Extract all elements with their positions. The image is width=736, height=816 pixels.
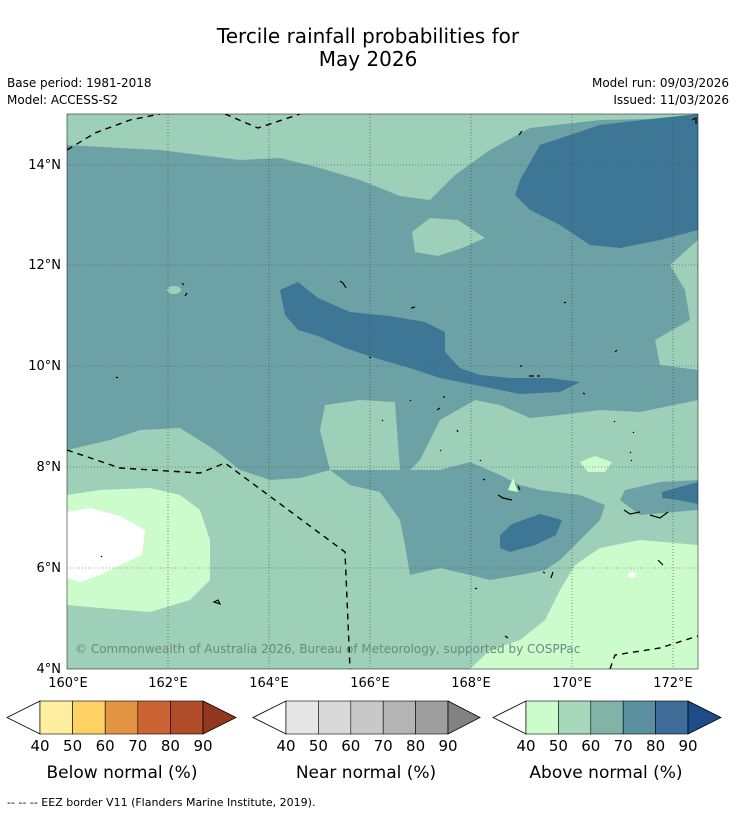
colorbar-segment	[622, 700, 656, 735]
region-near-40-50-west	[67, 508, 145, 582]
colorbar-segment	[382, 700, 416, 735]
lon-label: 170°E	[552, 676, 592, 691]
colorbar-segment	[39, 700, 73, 735]
region-above-50-60-east	[655, 240, 698, 370]
colorbar-tick-label: 90	[678, 737, 697, 755]
lat-label: 10°N	[28, 359, 61, 374]
colorbar-segment	[525, 700, 559, 735]
colorbar-tick-label: 70	[128, 737, 147, 755]
eez-footnote: -- -- -- EEZ border V11 (Flanders Marine…	[7, 796, 316, 809]
colorbar-over-triangle	[202, 700, 237, 735]
colorbar-under-triangle	[6, 700, 41, 735]
eez-border	[67, 114, 698, 669]
colorbar-segment	[72, 700, 106, 735]
colorbar-tick-label: 90	[193, 737, 212, 755]
colorbar-segment	[285, 700, 319, 735]
colorbar-under-triangle	[252, 700, 287, 735]
colorbar-tick-label: 60	[341, 737, 360, 755]
model-name: Model: ACCESS-S2	[7, 93, 119, 107]
colorbar-tick-label: 80	[161, 737, 180, 755]
colorbar-segment	[137, 700, 171, 735]
region-above-70-80-south	[500, 514, 562, 552]
probability-field	[67, 114, 698, 669]
map-frame	[66, 113, 699, 670]
colorbar-segment	[590, 700, 624, 735]
map-title-line2: May 2026	[318, 47, 418, 71]
lon-label: 162°E	[148, 676, 188, 691]
lon-label: 166°E	[350, 676, 390, 691]
lon-label: 160°E	[48, 676, 88, 691]
colorbar-title: Near normal (%)	[296, 763, 436, 783]
issued-date: Issued: 11/03/2026	[613, 93, 729, 107]
base-period: Base period: 1981-2018	[7, 76, 152, 90]
colorbar-tick-label: 40	[30, 737, 49, 755]
colorbar-under-triangle	[492, 700, 527, 735]
lat-label: 6°N	[37, 561, 62, 576]
colorbar-title: Above normal (%)	[529, 763, 682, 783]
lon-label: 168°E	[451, 676, 491, 691]
colorbar-tick-label: 40	[516, 737, 535, 755]
colorbar-tick-label: 60	[96, 737, 115, 755]
copyright-text: © Commonwealth of Australia 2026, Bureau…	[75, 642, 580, 656]
region-above-50-60-north	[67, 114, 698, 200]
colorbar-tick-label: 70	[614, 737, 633, 755]
colorbar-segment	[415, 700, 449, 735]
colorbar-0: 40 50 60 70 80 90 Below normal (%)	[6, 700, 237, 783]
colorbar-title: Below normal (%)	[47, 763, 198, 783]
colorbar-tick-label: 50	[63, 737, 82, 755]
longitude-labels: 160°E 162°E 164°E 166°E 168°E 170°E 172°…	[48, 676, 693, 691]
map-title-line1: Tercile rainfall probabilities for	[216, 24, 520, 48]
colorbar-segment	[170, 700, 204, 735]
lon-label: 164°E	[249, 676, 289, 691]
colorbar-segment	[655, 700, 689, 735]
islands	[100, 117, 697, 639]
lat-label: 12°N	[28, 258, 61, 273]
colorbar-tick-label: 50	[549, 737, 568, 755]
region-above-40-50-southeast	[470, 540, 698, 669]
region-above-40-50-speck	[508, 478, 518, 492]
region-above-40-50-patch	[580, 456, 612, 472]
region-above-70-80-central	[280, 282, 580, 394]
colorbar-tick-label: 50	[309, 737, 328, 755]
lat-label: 4°N	[37, 662, 62, 677]
region-above-50-60-patch	[412, 218, 485, 256]
graticule	[67, 114, 698, 669]
colorbar-segment	[318, 700, 352, 735]
colorbar-2: 40 50 60 70 80 90 Above normal (%)	[492, 700, 722, 783]
region-above-50-60-south	[67, 400, 698, 669]
colorbar-tick-label: 70	[374, 737, 393, 755]
colorbar-over-triangle	[447, 700, 481, 735]
region-above-50-60-dot	[167, 286, 181, 294]
colorbar-tick-label: 40	[276, 737, 295, 755]
lon-label: 172°E	[653, 676, 693, 691]
colorbar-tick-label: 80	[406, 737, 425, 755]
colorbar-tick-label: 60	[581, 737, 600, 755]
model-run: Model run: 09/03/2026	[591, 76, 729, 90]
lat-label: 14°N	[28, 158, 61, 173]
colorbar-tick-label: 80	[646, 737, 665, 755]
colorbar-segment	[558, 700, 592, 735]
region-above-70-80-northeast	[515, 114, 698, 248]
colorbar-segment	[350, 700, 384, 735]
region-near-40-50-speck	[628, 572, 636, 578]
latitude-labels: 4°N 6°N 8°N 10°N 12°N 14°N	[28, 158, 61, 677]
region-above-70-80-east	[662, 482, 698, 504]
lat-label: 8°N	[37, 460, 62, 475]
colorbar-over-triangle	[687, 700, 722, 735]
colorbar-legends: 40 50 60 70 80 90 Below normal (%) 40 50 60 70 80 90…	[6, 700, 722, 783]
colorbar-segment	[104, 700, 139, 735]
colorbar-tick-label: 90	[438, 737, 457, 755]
